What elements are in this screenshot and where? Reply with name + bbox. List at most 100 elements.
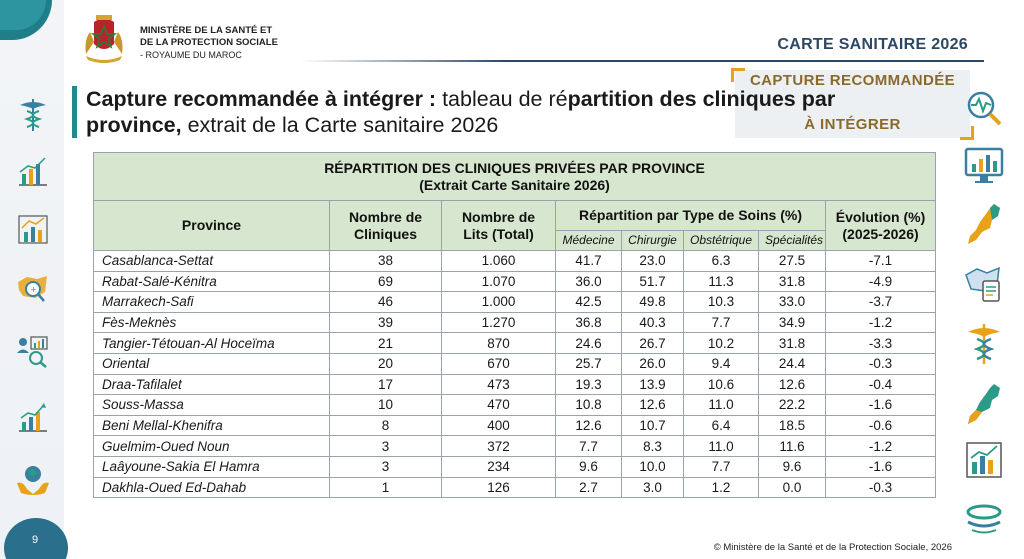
cell-obstetrique: 9.4 xyxy=(683,352,759,375)
cell-evolution: -0.6 xyxy=(824,414,937,437)
cell-specialites: 18.5 xyxy=(758,414,826,437)
cell-specialites: 12.6 xyxy=(758,373,826,396)
cell-medecine: 19.3 xyxy=(555,373,622,396)
cell-province: Tangier-Tétouan-Al Hoceïma xyxy=(93,332,330,354)
table-row: Beni Mellal-Khenifra 8 400 12.6 10.7 6.4 18.5-… xyxy=(93,414,937,437)
cell-province: Beni Mellal-Khenifra xyxy=(93,414,330,437)
cell-specialites: 24.4 xyxy=(758,352,826,375)
table-row: Marrakech-Safi 46 1.000 42.5 49.8 10.3 33.0 -3.… xyxy=(93,291,937,313)
bar-chart-icon xyxy=(14,152,52,190)
cell-obstetrique: 6.4 xyxy=(683,414,759,437)
badge-line-2: À INTÉGRER xyxy=(804,116,901,133)
cell-lits: 126 xyxy=(441,476,556,499)
cell-medecine: 10.8 xyxy=(555,394,622,416)
brand-title: CARTE SANITAIRE 2026 xyxy=(777,36,968,53)
ministry-name: MINISTÈRE DE LA SANTÉ ET DE LA PROTECTIO… xyxy=(140,25,278,61)
cell-medecine: 12.6 xyxy=(555,414,622,437)
cell-evolution: -0.4 xyxy=(824,373,937,396)
cell-province: Draa-Tafilalet xyxy=(93,373,330,396)
cell-evolution: -0.3 xyxy=(824,476,937,499)
header-chirurgie: Chirurgie xyxy=(621,230,684,251)
cell-obstetrique: 11.0 xyxy=(683,435,759,457)
globe-hands-icon xyxy=(14,460,52,498)
cell-lits: 234 xyxy=(441,455,556,478)
header-evolution: Évolution (%) (2025-2026) xyxy=(824,200,937,251)
cell-province: Guelmim-Oued Noun xyxy=(93,435,330,457)
cell-specialites: 27.5 xyxy=(758,250,826,272)
cell-lits: 470 xyxy=(441,394,556,416)
morocco-map-icon xyxy=(962,202,1006,246)
cell-obstetrique: 11.3 xyxy=(683,270,759,293)
table-row: Casablanca-Settat 38 1.060 41.7 23.0 6.3 27.5-… xyxy=(93,250,937,272)
cell-province: Fès-Meknès xyxy=(93,311,330,334)
badge-line-1: CAPTURE RECOMMANDÉE xyxy=(749,72,956,89)
cell-lits: 1.000 xyxy=(441,291,556,313)
header-divider xyxy=(300,60,984,62)
header-obstetrique: Obstétrique xyxy=(683,230,759,251)
line-chart-icon xyxy=(14,210,52,248)
royal-emblem-logo xyxy=(80,14,128,64)
cell-obstetrique: 7.7 xyxy=(683,311,759,334)
cell-lits: 473 xyxy=(441,373,556,396)
corner-decoration xyxy=(0,0,52,40)
cell-cliniques: 8 xyxy=(329,414,442,437)
cell-province: Oriental xyxy=(93,352,330,375)
recommendation-badge: CAPTURE RECOMMANDÉE À INTÉGRER xyxy=(731,68,974,140)
cell-province: Souss-Massa xyxy=(93,394,330,416)
svg-text:+: + xyxy=(30,285,37,294)
cell-obstetrique: 7.7 xyxy=(683,455,759,478)
header-province: Province xyxy=(93,200,330,251)
cell-cliniques: 17 xyxy=(329,373,442,396)
cell-cliniques: 39 xyxy=(329,311,442,334)
cell-evolution: -1.2 xyxy=(824,435,937,457)
title-accent-bar xyxy=(72,86,77,138)
ministry-line-2: DE LA PROTECTION SOCIALE xyxy=(140,37,278,48)
cell-chirurgie: 13.9 xyxy=(621,373,684,396)
ministry-line-1: MINISTÈRE DE LA SANTÉ ET xyxy=(140,25,273,36)
cell-lits: 400 xyxy=(441,414,556,437)
cell-cliniques: 1 xyxy=(329,476,442,499)
cell-lits: 1.060 xyxy=(441,250,556,272)
cell-evolution: -1.6 xyxy=(824,455,937,478)
cell-province: Casablanca-Settat xyxy=(93,250,330,272)
table-caption-line-2: (Extrait Carte Sanitaire 2026) xyxy=(419,176,610,193)
table-caption: RÉPARTITION DES CLINIQUES PRIVÉES PAR PR… xyxy=(92,152,937,201)
header-cliniques: Nombre de Cliniques xyxy=(329,200,442,251)
header-repartition: Répartition par Type de Soins (%) xyxy=(555,200,826,231)
cell-chirurgie: 40.3 xyxy=(621,311,684,334)
left-icon-rail: + 9 xyxy=(0,0,68,559)
cell-cliniques: 10 xyxy=(329,394,442,416)
cell-medecine: 41.7 xyxy=(555,250,622,272)
ministry-line-3: - ROYAUME DU MAROC xyxy=(140,50,242,60)
table-row: Oriental 20 670 25.7 26.0 9.4 24.4 -0.3 xyxy=(93,352,937,375)
table-row: Tangier-Tétouan-Al Hoceïma 21 870 24.6 26.7 1… xyxy=(93,332,937,354)
cell-chirurgie: 10.7 xyxy=(621,414,684,437)
map-magnifier-icon: + xyxy=(14,270,52,308)
title-bold-2: partition des cliniques par province, xyxy=(86,87,836,137)
cell-medecine: 25.7 xyxy=(555,352,622,375)
cell-cliniques: 69 xyxy=(329,270,442,293)
cell-evolution: -7.1 xyxy=(824,250,937,272)
cell-evolution: -1.6 xyxy=(824,394,937,416)
pulse-search-icon xyxy=(962,86,1006,130)
cell-chirurgie: 26.7 xyxy=(621,332,684,354)
cell-evolution: -1.2 xyxy=(824,311,937,334)
bar-chart-icon xyxy=(962,438,1006,482)
title-normal-1: tableau de ré xyxy=(436,87,568,111)
header-lits: Nombre de Lits (Total) xyxy=(441,200,556,251)
cell-evolution: -0.3 xyxy=(824,352,937,375)
cell-cliniques: 3 xyxy=(329,455,442,478)
cell-chirurgie: 26.0 xyxy=(621,352,684,375)
cell-specialites: 11.6 xyxy=(758,435,826,457)
caduceus-icon xyxy=(14,96,52,134)
cell-evolution: -3.3 xyxy=(824,332,937,354)
cell-obstetrique: 10.2 xyxy=(683,332,759,354)
cell-specialites: 34.9 xyxy=(758,311,826,334)
cell-chirurgie: 51.7 xyxy=(621,270,684,293)
cell-obstetrique: 1.2 xyxy=(683,476,759,499)
cell-specialites: 33.0 xyxy=(758,291,826,313)
clinics-table: RÉPARTITION DES CLINIQUES PRIVÉES PAR PR… xyxy=(92,152,937,499)
cell-lits: 1.070 xyxy=(441,270,556,293)
cell-lits: 870 xyxy=(441,332,556,354)
cell-province: Laâyoune-Sakia El Hamra xyxy=(93,455,330,478)
